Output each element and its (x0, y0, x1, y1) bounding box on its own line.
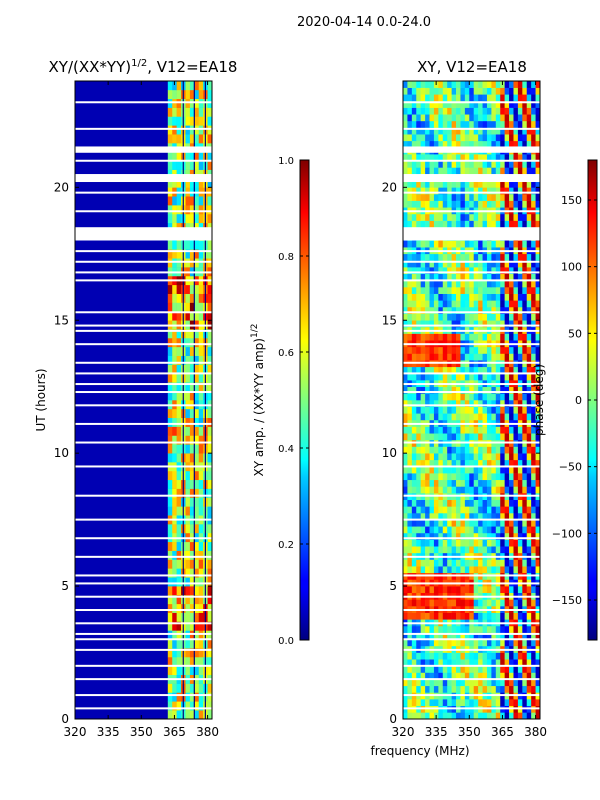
y-tick-label: 15 (54, 313, 69, 327)
y-tick-label: 5 (389, 579, 397, 593)
colorbar-tick-label: 0.6 (278, 348, 294, 359)
x-tick-label: 335 (425, 725, 448, 739)
right-axis-ticks: 320 335 350 365 380 0 5 10 15 20 (382, 81, 547, 739)
colorbar-tick-label: 150 (561, 194, 582, 207)
phase-colorbar-label: phase (deg) (532, 364, 546, 436)
x-tick-label: 350 (130, 725, 153, 739)
y-tick-label: 20 (54, 180, 69, 194)
colorbar-tick-label: 100 (561, 261, 582, 274)
right-axes-frame (402, 80, 541, 720)
colorbar-tick-label: 0.8 (278, 252, 294, 263)
y-tick-label: 20 (382, 180, 397, 194)
colorbar-tick-label: 0.4 (278, 444, 294, 455)
xlabel-frequency: frequency (MHz) (370, 744, 469, 758)
x-tick-label: 320 (64, 725, 87, 739)
x-tick-label: 380 (196, 725, 219, 739)
amplitude-colorbar-label: XY amp. / (XX*YY amp)1/2 (250, 324, 266, 477)
x-tick-label: 320 (392, 725, 415, 739)
colorbar-tick-label: 0.2 (278, 540, 294, 551)
left-axis-ticks: 320 335 350 365 380 0 5 10 15 20 (54, 81, 219, 739)
left-ylabel: UT (hours) (34, 368, 48, 431)
x-tick-label: 365 (163, 725, 186, 739)
left-heatmap (75, 81, 212, 719)
x-tick-label: 365 (491, 725, 514, 739)
y-tick-label: 15 (382, 313, 397, 327)
y-tick-label: 0 (389, 712, 397, 726)
figure-title: 2020-04-14 0.0-24.0 (297, 15, 431, 30)
x-tick-label: 350 (458, 725, 481, 739)
y-tick-label: 0 (61, 712, 69, 726)
y-tick-label: 10 (382, 446, 397, 460)
colorbar-tick-label: −50 (559, 461, 582, 474)
phase-colorbar-ticks: −150 −100 −50 0 50 100 150 (552, 194, 597, 607)
left-axes-frame (74, 80, 213, 720)
colorbar-tick-label: 0 (575, 394, 582, 407)
colorbar-tick-label: 50 (568, 327, 582, 340)
x-tick-label: 380 (524, 725, 547, 739)
colorbar-tick-label: 0.0 (278, 636, 294, 647)
colorbar-tick-label: 1.0 (278, 156, 294, 167)
colorbar-tick-label: −100 (552, 527, 582, 540)
y-tick-label: 10 (54, 446, 69, 460)
right-heatmap (403, 81, 540, 719)
colorbar-tick-label: −150 (552, 594, 582, 607)
amplitude-colorbar (299, 159, 310, 641)
y-tick-label: 5 (61, 579, 69, 593)
x-tick-label: 335 (97, 725, 120, 739)
left-panel-title: XY/(XX*YY)1/2, V12=EA18 (49, 58, 238, 76)
right-panel-title: XY, V12=EA18 (417, 58, 527, 76)
amplitude-colorbar-ticks: 0.0 0.2 0.4 0.6 0.8 1.0 (278, 156, 309, 647)
